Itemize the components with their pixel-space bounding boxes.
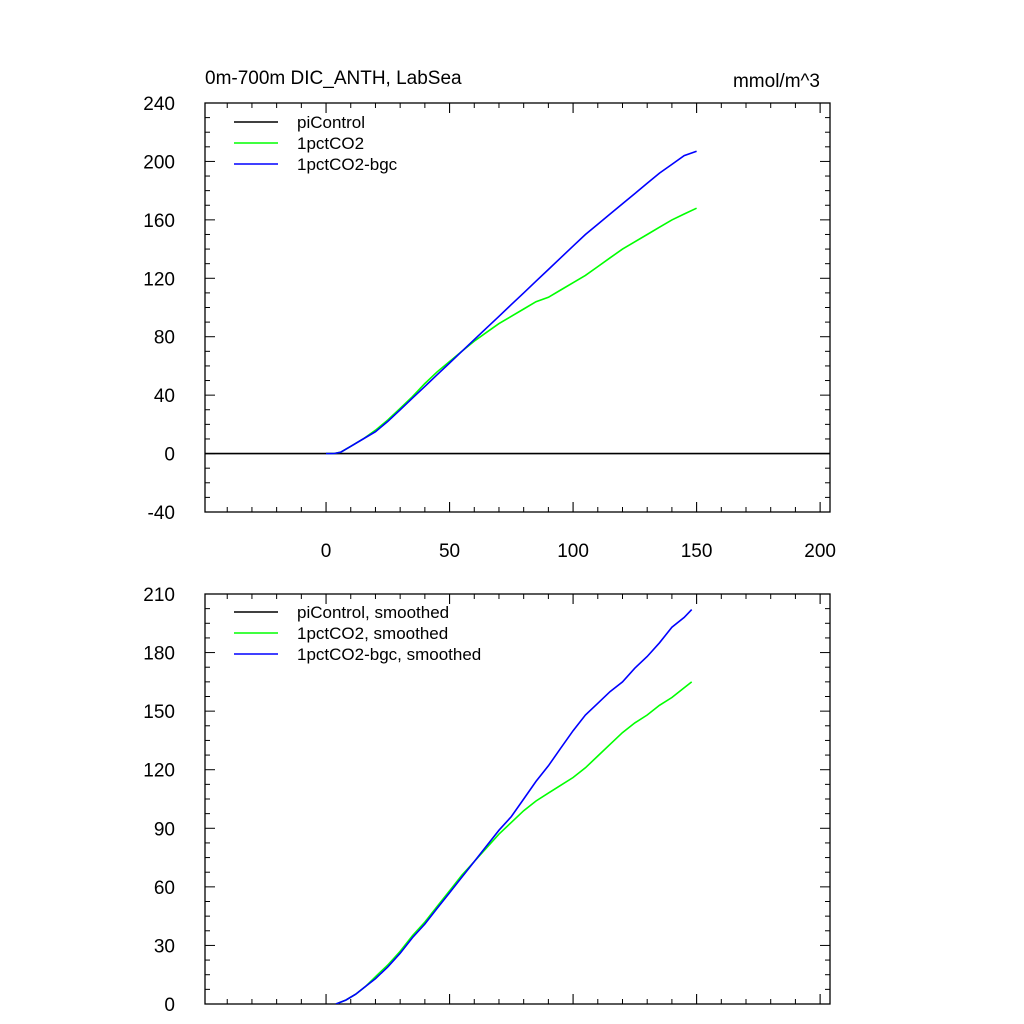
y-tick-label: 60 <box>154 878 175 899</box>
y-tick-label: 160 <box>143 211 175 232</box>
y-tick-label: 200 <box>143 152 175 173</box>
y-tick-label: 80 <box>154 328 175 349</box>
y-tick-label: 120 <box>143 761 175 782</box>
y-tick-label: 30 <box>154 936 175 957</box>
y-tick-label: -40 <box>148 503 175 524</box>
y-tick-label: 90 <box>154 819 175 840</box>
x-tick-label: 0 <box>321 541 332 562</box>
x-tick-label: 50 <box>439 541 460 562</box>
y-tick-label: 0 <box>164 995 175 1016</box>
series-line-1pctco2-bgc <box>326 150 697 455</box>
y-tick-label: 40 <box>154 386 175 407</box>
x-tick-label: 200 <box>804 541 836 562</box>
bottom-panel: 210 180 150 120 90 60 30 0 piControl, smoothed 1p… <box>143 585 831 1016</box>
y-tick-label: 240 <box>143 94 175 115</box>
series-line-1pctco2-bgc-smoothed <box>335 609 693 1004</box>
series-line-1pctco2 <box>326 207 697 455</box>
y-tick-label: 120 <box>143 269 175 290</box>
y-tick-label: 0 <box>164 445 175 466</box>
legend-label: 1pctCO2-bgc <box>297 155 398 174</box>
top-panel: 0 50 100 150 200 240 200 160 120 80 40 0 -40 piContro… <box>143 94 836 562</box>
y-tick-label: 210 <box>143 585 175 606</box>
figure-left-title: 0m-700m DIC_ANTH, LabSea <box>205 68 462 89</box>
y-tick-label: 150 <box>143 702 175 723</box>
legend-label: 1pctCO2-bgc, smoothed <box>297 645 481 664</box>
series-line-1pctco2-smoothed <box>335 681 693 1004</box>
legend-label: 1pctCO2 <box>297 134 364 153</box>
figure-right-title: mmol/m^3 <box>733 71 820 92</box>
x-tick-label: 150 <box>681 541 713 562</box>
legend-label: piControl, smoothed <box>297 603 449 622</box>
y-tick-label: 180 <box>143 644 175 665</box>
x-tick-label: 100 <box>557 541 589 562</box>
legend-label: piControl <box>297 113 365 132</box>
legend-label: 1pctCO2, smoothed <box>297 624 448 643</box>
